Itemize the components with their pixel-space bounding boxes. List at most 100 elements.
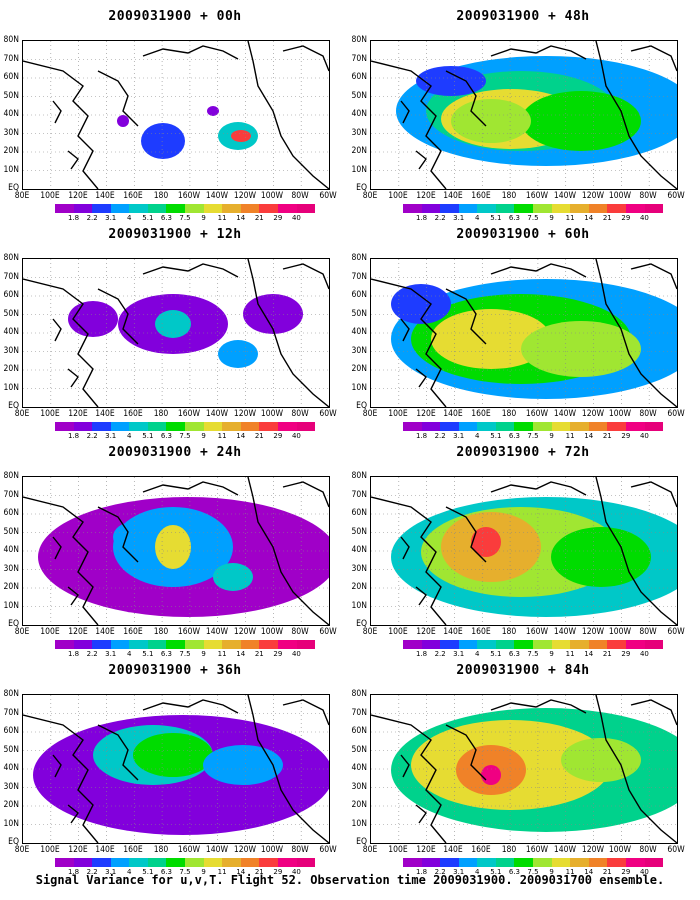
colorbar-swatch (203, 640, 223, 649)
colorbar-label: 7.5 (527, 868, 539, 876)
longitude-label: 80E (14, 409, 30, 419)
colorbar-label: 1.8 (415, 214, 428, 222)
colorbar-label: 5.1 (142, 868, 154, 876)
variance-region (551, 527, 651, 587)
colorbar-label: 7.5 (179, 650, 191, 658)
longitude-label: 160E (123, 627, 143, 637)
latitude-label: 70N (351, 707, 367, 718)
map-canvas (23, 695, 329, 843)
latitude-label: 40N (351, 327, 367, 337)
colorbar-label: 4 (475, 214, 480, 222)
coastline (490, 45, 587, 60)
latitude-label: 10N (3, 164, 19, 175)
colorbar-swatch (259, 640, 278, 649)
panel-title: 2009031900 + 12h (108, 227, 242, 242)
longitude-label: 100E (40, 627, 60, 637)
longitude-label: 80W (291, 627, 309, 637)
colorbar-label: 2.2 (86, 868, 98, 876)
coastline (445, 724, 487, 781)
latitude-label: 80N (3, 35, 19, 45)
colorbar-label: 6.3 (160, 650, 172, 658)
longitude-label: 100W (261, 845, 284, 855)
longitude-label: 160E (123, 845, 143, 855)
colorbar-swatch (240, 858, 260, 867)
colorbar (55, 858, 316, 867)
longitude-label: 140E (443, 845, 464, 855)
coastline (400, 536, 410, 560)
coastline (67, 368, 79, 388)
latitude-label: 20N (3, 146, 19, 156)
latitude-label: 30N (3, 345, 19, 356)
latitude-label: EQ (8, 401, 19, 411)
latitude-label: 10N (351, 382, 367, 393)
latitude-label: 20N (3, 364, 19, 374)
coastline (371, 278, 447, 407)
colorbar-label: 5.1 (142, 650, 154, 658)
colorbar-label: 14 (584, 868, 594, 876)
longitude-label: 180 (501, 627, 517, 637)
longitude-label: 60W (667, 409, 685, 419)
longitude-label: 160E (123, 409, 143, 419)
colorbar-swatch (514, 204, 534, 213)
coastline (371, 714, 447, 843)
variance-region (213, 563, 253, 591)
colorbar-label: 9 (549, 432, 554, 440)
panel-title: 2009031900 + 24h (108, 445, 242, 460)
longitude-label: 140E (95, 845, 116, 855)
colorbar-swatch (421, 204, 441, 213)
coastline (282, 481, 329, 508)
variance-region (481, 765, 501, 785)
colorbar-swatch (514, 640, 534, 649)
longitude-label: 120W (233, 627, 256, 637)
colorbar-label: 6.3 (508, 650, 520, 658)
colorbar-label: 4 (127, 650, 132, 658)
longitude-label: 180 (153, 409, 169, 419)
longitude-label: 80W (639, 409, 657, 419)
colorbar-label: 1.8 (67, 432, 80, 440)
colorbar-label: 40 (291, 432, 301, 440)
coastline (371, 60, 447, 189)
longitude-label: 180 (153, 627, 169, 637)
colorbar-label: 7.5 (179, 432, 191, 440)
coastline (247, 259, 329, 407)
colorbar-label: 6.3 (508, 214, 520, 222)
latitude-label: 60N (3, 726, 19, 736)
colorbar-label: 6.3 (160, 214, 172, 222)
longitude-label: 160W (177, 845, 200, 855)
colorbar-swatch (129, 204, 148, 213)
colorbar-swatch (166, 422, 186, 431)
colorbar-label: 2.2 (434, 868, 446, 876)
colorbar-swatch (570, 858, 589, 867)
variance-region (231, 130, 251, 142)
latitude-label: 40N (351, 109, 367, 119)
colorbar-label: 1.8 (67, 214, 80, 222)
longitude-label: 120W (581, 409, 604, 419)
colorbar-swatch (73, 204, 93, 213)
coastline (247, 695, 329, 843)
longitude-label: 160E (471, 845, 491, 855)
colorbar-swatch (203, 204, 223, 213)
coastline (282, 263, 329, 290)
panel-title: 2009031900 + 48h (456, 9, 590, 24)
colorbar (403, 858, 664, 867)
longitude-label: 120W (233, 845, 256, 855)
longitude-label: 140W (205, 845, 228, 855)
colorbar-swatch (222, 858, 241, 867)
colorbar-swatch (588, 640, 608, 649)
colorbar-swatch (625, 640, 645, 649)
panel-title: 2009031900 + 84h (456, 663, 590, 678)
colorbar-swatch (607, 204, 626, 213)
colorbar-label: 21 (254, 432, 264, 440)
panel-title: 2009031900 + 00h (108, 9, 242, 24)
longitude-label: 160W (525, 409, 548, 419)
coastline (445, 288, 487, 345)
colorbar-swatch (277, 640, 297, 649)
colorbar-swatch (514, 858, 534, 867)
colorbar-label: 4 (475, 432, 480, 440)
latitude-label: 30N (3, 781, 19, 792)
latitude-label: 10N (351, 164, 367, 175)
colorbar-swatch (110, 640, 130, 649)
latitude-label: 30N (351, 345, 367, 356)
colorbar-label: 4 (475, 650, 480, 658)
longitude-label: 80E (362, 845, 378, 855)
